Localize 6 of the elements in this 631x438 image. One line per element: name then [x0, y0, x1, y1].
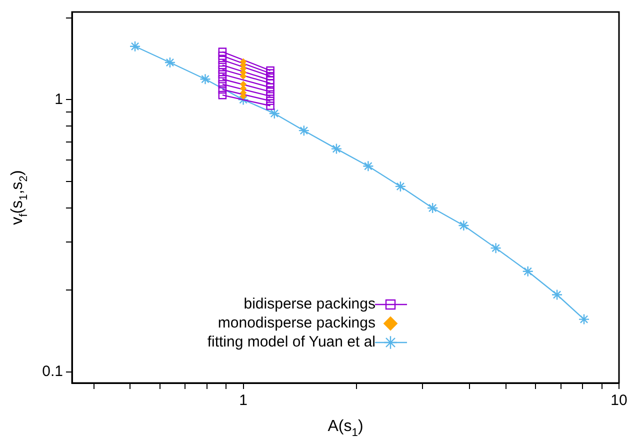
legend-label: monodisperse packings — [218, 314, 376, 332]
legend-label: bidisperse packings — [244, 296, 376, 313]
legend-label: fitting model of Yuan et al — [207, 334, 376, 351]
x-tick-label: 10 — [610, 392, 628, 410]
y-tick-label: 0.1 — [42, 362, 63, 380]
y-axis-title: vf(s1,s2) — [9, 170, 30, 225]
